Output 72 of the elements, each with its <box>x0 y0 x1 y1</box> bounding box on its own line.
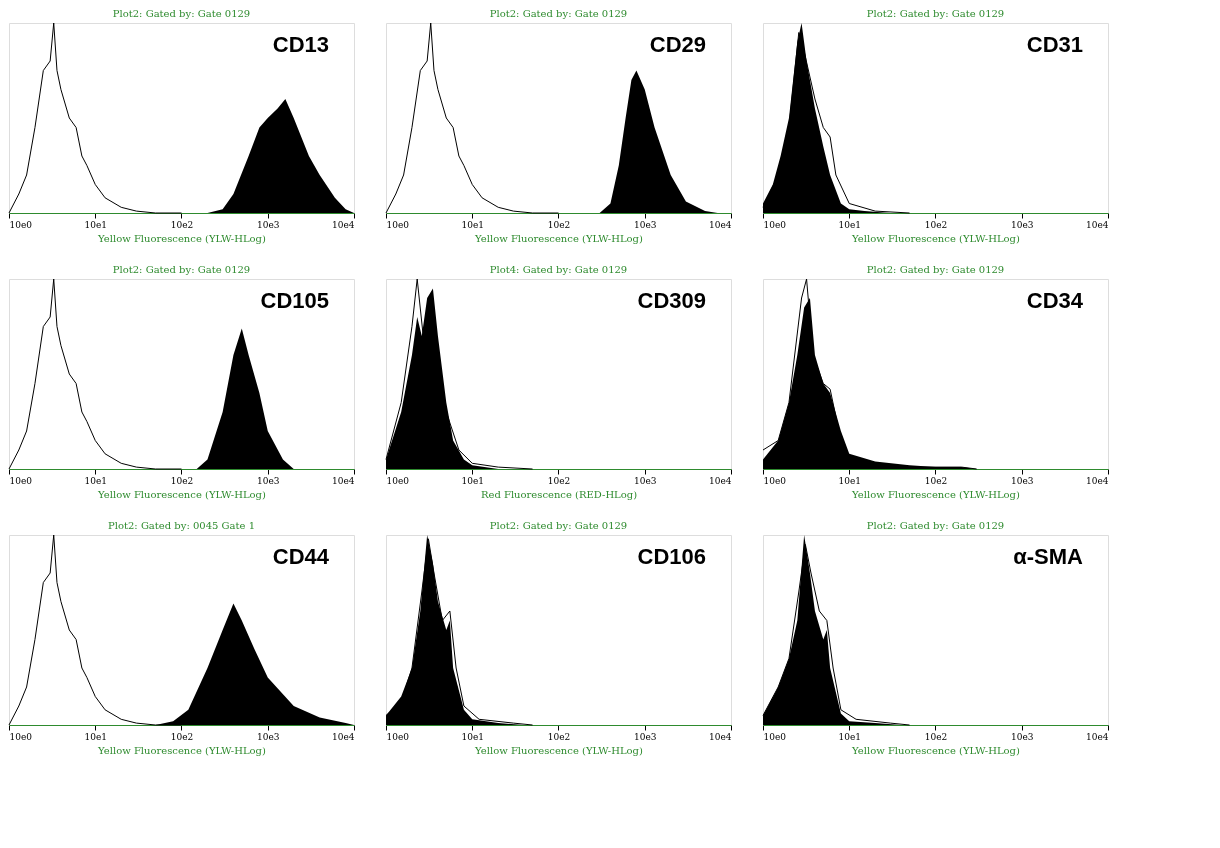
chart-title: Plot2: Gated by: Gate 0129 <box>112 263 251 275</box>
annotation: CD44 <box>272 544 330 569</box>
annotation: CD309 <box>637 288 706 313</box>
x-axis-title: Yellow Fluorescence (YLW-HLog) <box>474 744 643 756</box>
annotation: α-SMA <box>1013 544 1084 569</box>
x-tick-label: 10e4 <box>331 219 355 230</box>
x-tick-label: 10e3 <box>633 475 657 486</box>
chart-title: Plot2: Gated by: Gate 0129 <box>112 7 251 19</box>
x-tick-label: 10e2 <box>924 475 948 486</box>
x-tick-label: 10e2 <box>547 731 571 742</box>
annotation: CD13 <box>272 32 329 57</box>
x-tick-label: 10e3 <box>256 731 280 742</box>
x-axis-title: Red Fluorescence (RED-HLog) <box>480 488 638 500</box>
x-tick-label: 10e2 <box>170 219 194 230</box>
x-tick-label: 10e2 <box>924 731 948 742</box>
annotation: CD106 <box>637 544 706 569</box>
chart-title: Plot2: Gated by: Gate 0129 <box>866 263 1005 275</box>
x-tick-label: 10e1 <box>84 731 108 742</box>
annotation: CD34 <box>1026 288 1084 313</box>
x-tick-label: 10e0 <box>763 475 787 486</box>
x-tick-label: 10e4 <box>1085 731 1109 742</box>
chart-title: Plot2: Gated by: Gate 0129 <box>489 520 628 531</box>
chart-title: Plot2: Gated by: 0045 Gate 1 <box>108 519 255 531</box>
x-tick-label: 10e2 <box>547 475 571 486</box>
x-tick-label: 10e2 <box>547 219 571 230</box>
x-tick-label: 10e3 <box>256 219 280 230</box>
x-tick-label: 10e0 <box>9 219 33 230</box>
x-tick-label: 10e1 <box>461 475 485 486</box>
x-tick-label: 10e0 <box>9 731 33 742</box>
x-axis-title: Yellow Fluorescence (YLW-HLog) <box>97 488 266 500</box>
x-tick-label: 10e4 <box>708 475 732 486</box>
x-axis-title: Yellow Fluorescence (YLW-HLog) <box>97 744 266 756</box>
x-axis-title: Yellow Fluorescence (YLW-HLog) <box>474 232 643 244</box>
x-tick-label: 10e2 <box>170 475 194 486</box>
x-axis-title: Yellow Fluorescence (YLW-HLog) <box>851 744 1020 756</box>
x-tick-label: 10e4 <box>708 219 732 230</box>
chart-title: Plot2: Gated by: Gate 0129 <box>489 7 628 19</box>
x-tick-label: 10e3 <box>1010 475 1034 486</box>
x-tick-label: 10e0 <box>763 219 787 230</box>
x-tick-label: 10e2 <box>170 731 194 742</box>
x-tick-label: 10e0 <box>386 219 410 230</box>
x-tick-label: 10e4 <box>331 731 355 742</box>
x-tick-label: 10e4 <box>1085 219 1109 230</box>
x-tick-label: 10e1 <box>838 731 862 742</box>
x-axis-title: Yellow Fluorescence (YLW-HLog) <box>851 488 1020 500</box>
x-tick-label: 10e0 <box>386 475 410 486</box>
x-axis-title: Yellow Fluorescence (YLW-HLog) <box>851 232 1020 244</box>
x-tick-label: 10e1 <box>838 219 862 230</box>
chart-title: Plot4: Gated by: Gate 0129 <box>489 263 628 275</box>
x-tick-label: 10e3 <box>633 731 657 742</box>
x-tick-label: 10e1 <box>84 219 108 230</box>
x-tick-label: 10e4 <box>331 475 355 486</box>
x-axis-title: Yellow Fluorescence (YLW-HLog) <box>97 232 266 244</box>
x-tick-label: 10e1 <box>84 475 108 486</box>
x-tick-label: 10e4 <box>1085 475 1109 486</box>
x-tick-label: 10e0 <box>763 731 787 742</box>
x-tick-label: 10e2 <box>924 219 948 230</box>
annotation: CD31 <box>1026 32 1083 57</box>
x-tick-label: 10e3 <box>256 475 280 486</box>
x-tick-label: 10e3 <box>1010 731 1034 742</box>
x-tick-label: 10e1 <box>461 219 485 230</box>
x-tick-label: 10e4 <box>708 731 732 742</box>
chart-title: Plot2: Gated by: Gate 0129 <box>866 520 1005 531</box>
chart-title: Plot2: Gated by: Gate 0129 <box>866 8 1005 19</box>
annotation: CD29 <box>649 32 706 57</box>
x-tick-label: 10e1 <box>461 731 485 742</box>
x-tick-label: 10e1 <box>838 475 862 486</box>
annotation: CD105 <box>260 288 329 313</box>
x-tick-label: 10e0 <box>386 731 410 742</box>
x-tick-label: 10e3 <box>633 219 657 230</box>
x-tick-label: 10e3 <box>1010 219 1034 230</box>
x-tick-label: 10e0 <box>9 475 33 486</box>
